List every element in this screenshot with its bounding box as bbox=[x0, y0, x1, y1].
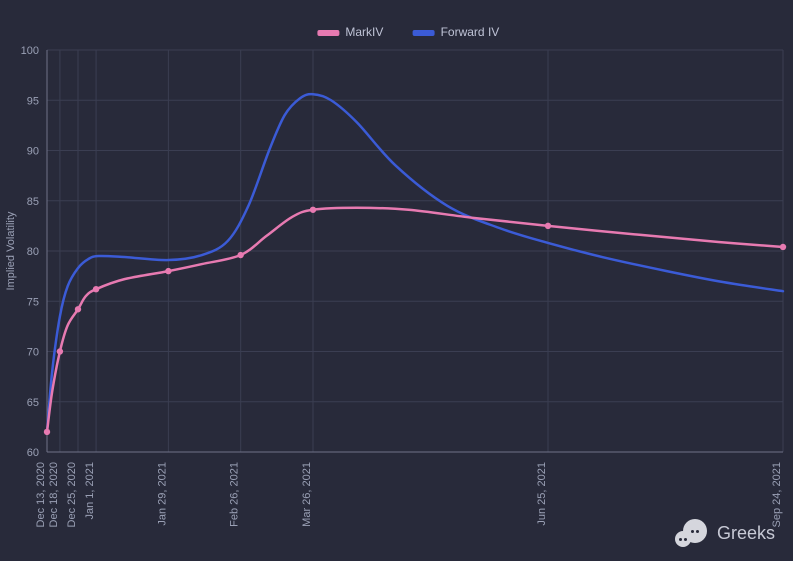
y-tick-label: 95 bbox=[27, 95, 39, 107]
x-tick-label: Dec 18, 2020 bbox=[48, 462, 60, 527]
x-tick-label: Jun 25, 2021 bbox=[536, 462, 548, 526]
y-tick-label: 90 bbox=[27, 146, 39, 158]
series-marker bbox=[165, 268, 171, 274]
legend-swatch bbox=[413, 30, 435, 36]
wechat-icon bbox=[675, 519, 709, 547]
y-tick-label: 60 bbox=[27, 447, 39, 459]
series-marker bbox=[75, 306, 81, 312]
series-marker bbox=[237, 252, 243, 258]
y-tick-label: 100 bbox=[21, 45, 39, 57]
legend-swatch bbox=[317, 30, 339, 36]
series-marker bbox=[44, 429, 50, 435]
x-tick-label: Dec 25, 2020 bbox=[66, 462, 78, 527]
x-tick-label: Jan 29, 2021 bbox=[156, 462, 168, 526]
x-tick-label: Mar 26, 2021 bbox=[301, 462, 313, 527]
y-tick-label: 65 bbox=[27, 397, 39, 409]
iv-line-chart: 60 65 70 75 80 85 90 95 100 Dec 13, 2020Dec 18, 2… bbox=[0, 0, 793, 561]
series-marker bbox=[57, 348, 63, 354]
x-tick-label: Jan 1, 2021 bbox=[84, 462, 96, 520]
series-marker bbox=[310, 207, 316, 213]
y-tick-label: 70 bbox=[27, 347, 39, 359]
series-marker bbox=[780, 244, 786, 250]
watermark: Greeks bbox=[675, 519, 775, 547]
x-tick-label: Feb 26, 2021 bbox=[229, 462, 241, 527]
x-tick-label: Sep 24, 2021 bbox=[771, 462, 783, 527]
series-marker bbox=[93, 286, 99, 292]
y-tick-label: 85 bbox=[27, 196, 39, 208]
legend-label: MarkIV bbox=[345, 25, 383, 39]
y-tick-label: 80 bbox=[27, 246, 39, 258]
y-tick-label: 75 bbox=[27, 296, 39, 308]
x-tick-label: Dec 13, 2020 bbox=[35, 462, 47, 527]
watermark-text: Greeks bbox=[717, 523, 775, 544]
legend-label: Forward IV bbox=[441, 25, 500, 39]
y-axis-title: Implied Volatility bbox=[5, 211, 17, 290]
series-marker bbox=[545, 223, 551, 229]
